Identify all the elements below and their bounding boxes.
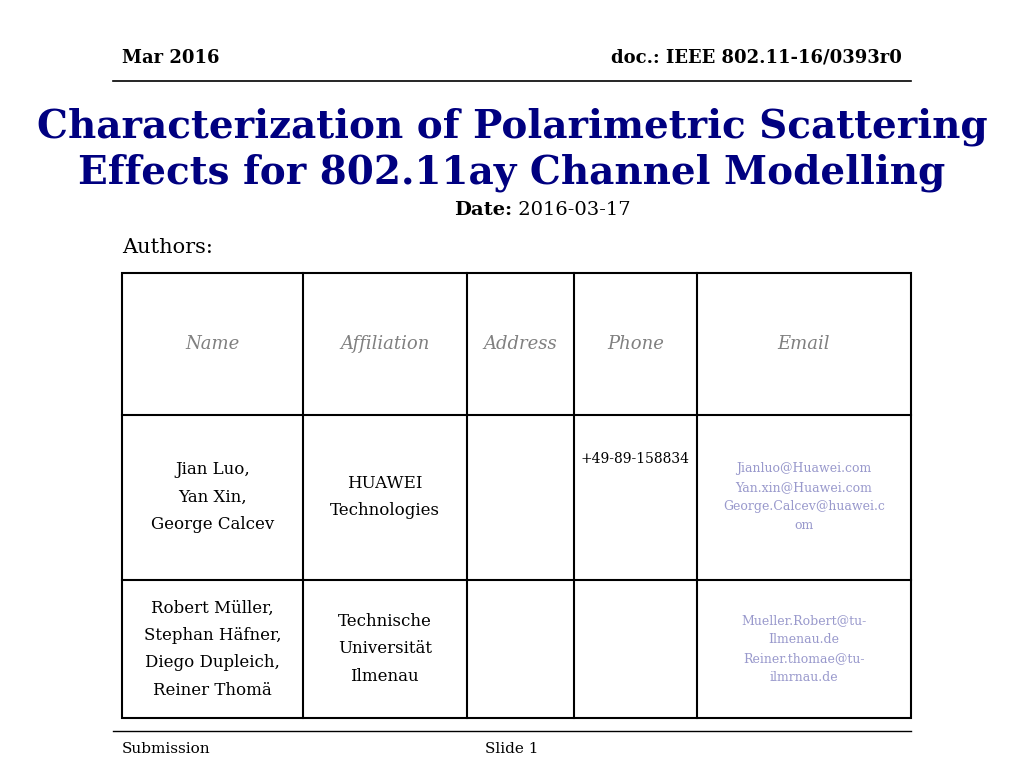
Text: 2016-03-17: 2016-03-17 — [512, 201, 631, 220]
Text: Jian Luo,
Yan Xin,
George Calcev: Jian Luo, Yan Xin, George Calcev — [151, 462, 273, 533]
Text: Robert Müller,
Stephan Häfner,
Diego Dupleich,
Reiner Thomä: Robert Müller, Stephan Häfner, Diego Dup… — [143, 599, 281, 699]
Text: Jianluo@Huawei.com
Yan.xin@Huawei.com
George.Calcev@huawei.c
om: Jianluo@Huawei.com Yan.xin@Huawei.com Ge… — [723, 462, 885, 532]
Text: +49-89-158834: +49-89-158834 — [581, 452, 690, 466]
Text: doc.: IEEE 802.11-16/0393r0: doc.: IEEE 802.11-16/0393r0 — [611, 48, 902, 67]
Text: Authors:: Authors: — [122, 238, 213, 257]
Text: Date:: Date: — [454, 201, 512, 220]
Text: HUAWEI
Technologies: HUAWEI Technologies — [330, 475, 440, 519]
Text: Effects for 802.11ay Channel Modelling: Effects for 802.11ay Channel Modelling — [79, 154, 945, 192]
Text: Characterization of Polarimetric Scattering: Characterization of Polarimetric Scatter… — [37, 108, 987, 146]
Text: Mueller.Robert@tu-
Ilmenau.de
Reiner.thomae@tu-
ilmrnau.de: Mueller.Robert@tu- Ilmenau.de Reiner.tho… — [741, 614, 866, 684]
Text: Mar 2016: Mar 2016 — [122, 48, 219, 67]
Text: Address: Address — [483, 335, 557, 353]
Text: Email: Email — [777, 335, 830, 353]
Text: Phone: Phone — [607, 335, 664, 353]
Text: Slide 1: Slide 1 — [485, 742, 539, 756]
Bar — [122, 273, 910, 718]
Text: Affiliation: Affiliation — [340, 335, 429, 353]
Text: Technische
Universität
Ilmenau: Technische Universität Ilmenau — [338, 613, 432, 685]
Text: Name: Name — [185, 335, 240, 353]
Text: Submission: Submission — [122, 742, 211, 756]
